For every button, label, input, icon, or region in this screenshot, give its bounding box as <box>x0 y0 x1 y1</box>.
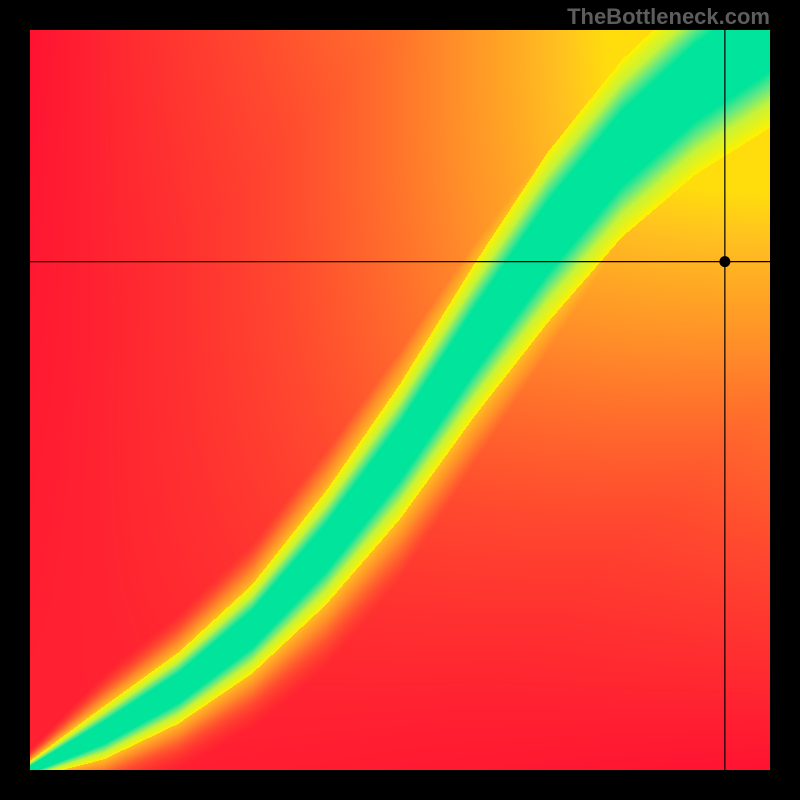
plot-area <box>30 30 770 770</box>
watermark-text: TheBottleneck.com <box>567 4 770 30</box>
crosshair-overlay <box>30 30 770 770</box>
chart-container: TheBottleneck.com <box>0 0 800 800</box>
crosshair-marker <box>719 256 730 267</box>
